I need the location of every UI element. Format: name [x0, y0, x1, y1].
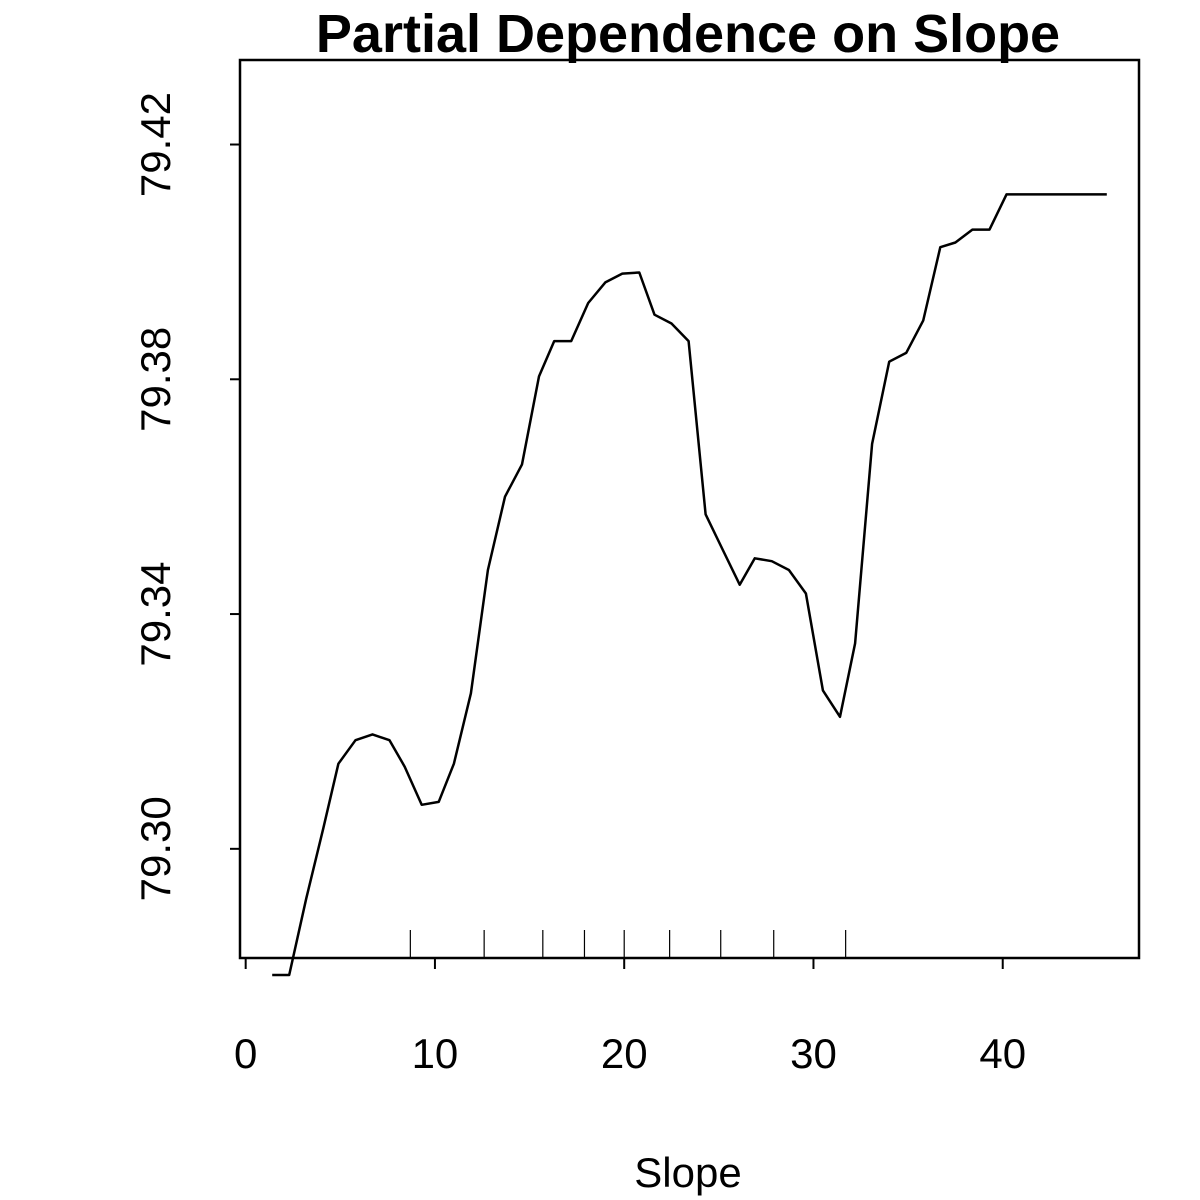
y-axis: 79.30 79.34 79.38 79.42	[132, 92, 240, 901]
x-tick-label: 40	[979, 1030, 1026, 1077]
chart-title: Partial Dependence on Slope	[316, 4, 1060, 64]
series-group	[272, 193, 1107, 977]
series-line	[272, 193, 1107, 977]
plot-area	[238, 58, 1141, 960]
y-tick-label: 79.42	[132, 92, 179, 197]
x-axis: 0 10 20 30 40	[234, 957, 1026, 1077]
x-tick-label: 0	[234, 1030, 257, 1077]
y-tick-label: 79.38	[132, 327, 179, 432]
rug-marks	[409, 930, 847, 958]
y-tick-label: 79.34	[132, 562, 179, 667]
y-tick-label: 79.30	[132, 796, 179, 901]
x-tick-label: 20	[601, 1030, 648, 1077]
x-tick-label: 10	[412, 1030, 459, 1077]
x-tick-label: 30	[790, 1030, 837, 1077]
x-axis-title: Slope	[634, 1149, 741, 1196]
